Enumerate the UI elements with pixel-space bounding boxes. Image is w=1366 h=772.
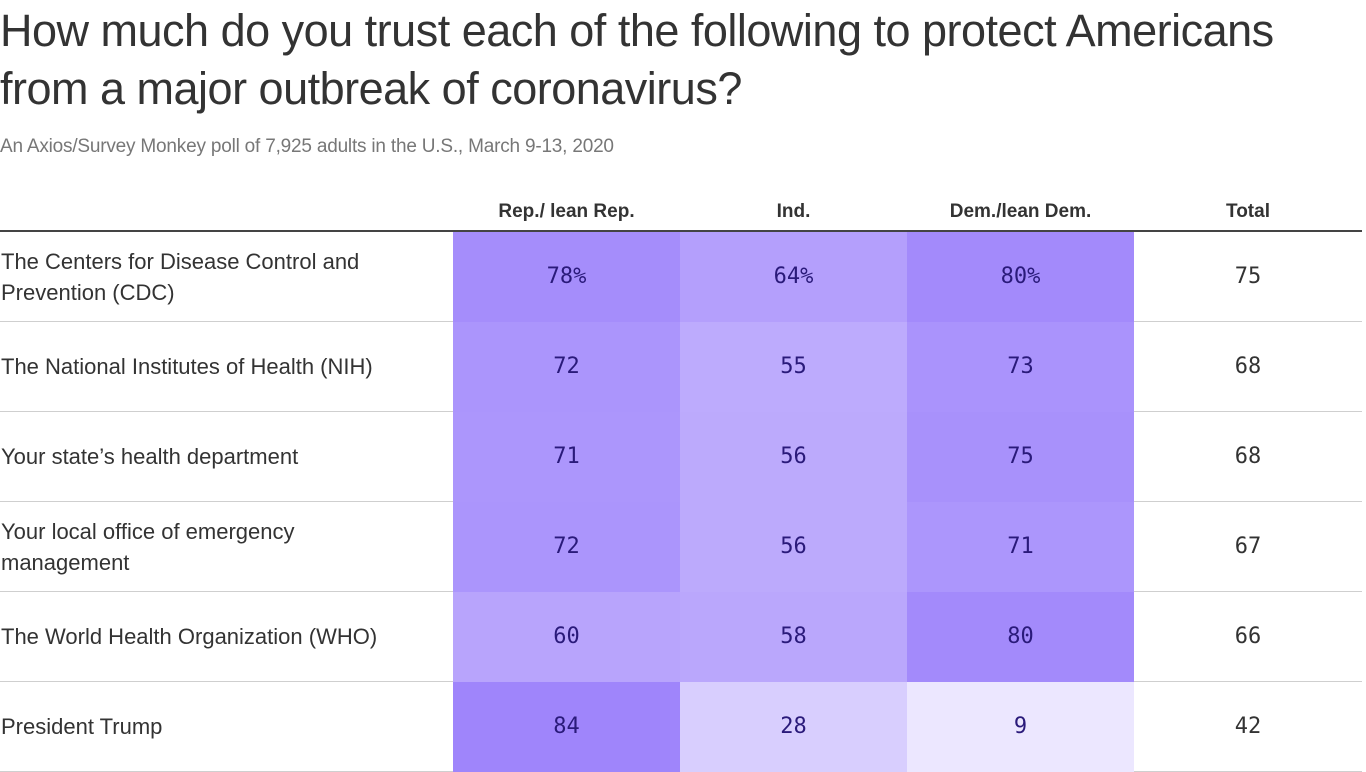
column-header: Rep./ lean Rep. — [453, 193, 680, 232]
table-body: The Centers for Disease Control and Prev… — [0, 231, 1362, 772]
heatmap-cell: 28 — [680, 681, 907, 772]
heatmap-cell: 84 — [453, 681, 680, 772]
chart-title: How much do you trust each of the follow… — [0, 5, 1274, 114]
table-row: Your state’s health department 71 56 75 68 — [0, 411, 1362, 502]
heatmap-cell: 55 — [680, 321, 907, 412]
chart-subtitle: An Axios/Survey Monkey poll of 7,925 adu… — [0, 136, 614, 157]
total-value-cell: 42 — [1134, 681, 1362, 772]
heatmap-cell: 80% — [907, 231, 1134, 322]
heatmap-cell: 60 — [453, 591, 680, 682]
total-value-cell: 67 — [1134, 501, 1362, 592]
heatmap-cell: 72 — [453, 501, 680, 592]
column-header: Total — [1134, 193, 1362, 232]
heatmap-cell: 9 — [907, 681, 1134, 772]
heatmap-cell: 78% — [453, 231, 680, 322]
heatmap-cell: 56 — [680, 411, 907, 502]
table-row: The National Institutes of Health (NIH) 7… — [0, 321, 1362, 412]
table-row: Your local office of emergency managemen… — [0, 501, 1362, 592]
trust-heatmap-table: Rep./ lean Rep. Ind. Dem./lean Dem. Tota… — [0, 193, 1362, 772]
row-label: The National Institutes of Health (NIH) — [0, 321, 453, 412]
heatmap-cell: 56 — [680, 501, 907, 592]
heatmap-cell: 73 — [907, 321, 1134, 412]
table-row: President Trump 84 28 9 42 — [0, 681, 1362, 772]
column-header: Dem./lean Dem. — [907, 193, 1134, 232]
table-row: The World Health Organization (WHO) 60 58 8… — [0, 591, 1362, 682]
total-value-cell: 66 — [1134, 591, 1362, 682]
row-label: The Centers for Disease Control and Prev… — [0, 231, 453, 322]
row-label: Your local office of emergency managemen… — [0, 501, 453, 592]
row-label: The World Health Organization (WHO) — [0, 591, 453, 682]
heatmap-cell: 58 — [680, 591, 907, 682]
total-value-cell: 68 — [1134, 411, 1362, 502]
row-label-header — [0, 193, 453, 232]
heatmap-cell: 80 — [907, 591, 1134, 682]
heatmap-cell: 71 — [907, 501, 1134, 592]
column-header: Ind. — [680, 193, 907, 232]
heatmap-cell: 71 — [453, 411, 680, 502]
table-row: The Centers for Disease Control and Prev… — [0, 231, 1362, 322]
row-label: Your state’s health department — [0, 411, 453, 502]
total-value-cell: 75 — [1134, 231, 1362, 322]
heatmap-cell: 75 — [907, 411, 1134, 502]
header-row: Rep./ lean Rep. Ind. Dem./lean Dem. Tota… — [0, 193, 1362, 232]
total-value-cell: 68 — [1134, 321, 1362, 412]
row-label: President Trump — [0, 681, 453, 772]
heatmap-cell: 64% — [680, 231, 907, 322]
heatmap-cell: 72 — [453, 321, 680, 412]
